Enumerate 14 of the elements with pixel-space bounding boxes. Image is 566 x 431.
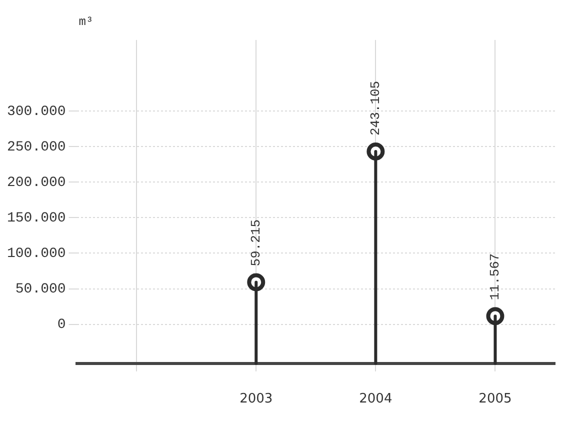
data-label: 59.215	[248, 219, 264, 266]
y-tick-label: 150.000	[6, 210, 66, 226]
y-tick-label: 200.000	[6, 174, 66, 191]
y-tick-label: 100.000	[6, 246, 66, 262]
x-tick-label: 2004	[359, 392, 392, 407]
y-tick-label: 250.000	[6, 139, 66, 156]
y-tick-label: 300.000	[6, 104, 66, 120]
x-tick-label: 2003	[240, 392, 273, 407]
y-axis-title: m³	[78, 15, 94, 30]
data-label: 11.567	[488, 253, 503, 300]
data-label: 243.105	[368, 80, 384, 136]
x-tick-label: 2005	[478, 392, 512, 407]
y-tick-label: 0	[57, 317, 66, 334]
y-tick-label: 50.000	[15, 281, 66, 298]
